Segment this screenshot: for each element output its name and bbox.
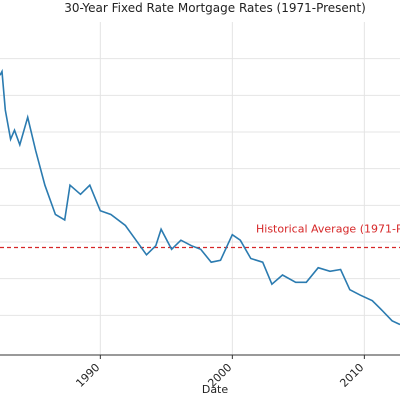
average-label: Historical Average (1971-Pres [256,223,400,236]
data-line [0,68,400,326]
chart-title: 30-Year Fixed Rate Mortgage Rates (1971-… [64,1,366,15]
x-tick-label: 2010 [337,361,366,390]
x-tick-label: 1990 [73,361,102,390]
x-axis-label: Date [202,383,229,396]
